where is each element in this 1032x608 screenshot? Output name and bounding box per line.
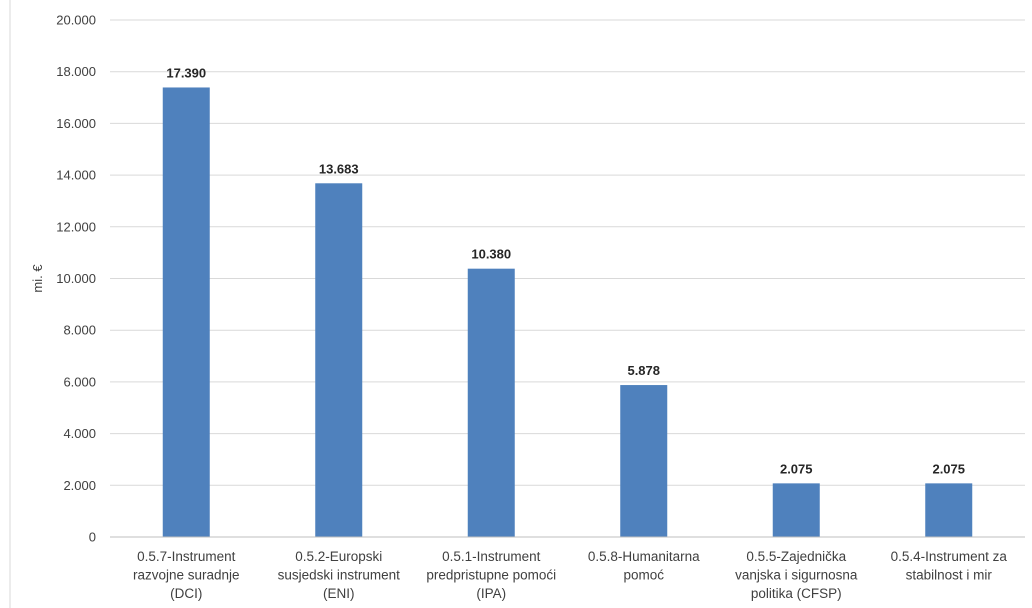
x-tick-label-line: (IPA) [476,586,506,601]
x-tick-label-line: 0.5.8-Humanitarna [588,549,700,564]
y-tick-label: 14.000 [56,168,96,183]
y-tick-label: 16.000 [56,116,96,131]
x-tick-label: 0.5.2-Europski susjedski instrument (ENI) [278,549,401,601]
x-tick-label-line: politika (CFSP) [751,586,842,601]
gridlines [110,19,1025,486]
x-tick-label-line: 0.5.2-Europski [295,549,382,564]
x-tick-label-line: 0.5.1-Instrument [442,549,541,564]
y-tick-label: 6.000 [63,374,96,389]
bar [467,268,515,537]
x-tick-label: 0.5.1-Instrument predpristupne pomoći (IPA… [426,549,556,601]
y-tick-label: 4.000 [63,426,96,441]
x-tick-label: 0.5.4-Instrument za stabilnost i mir [891,549,1008,583]
data-labels: 17.390 13.683 10.380 5.878 2.075 2.075 [166,65,965,476]
y-tick-label: 2.000 [63,478,96,493]
x-tick-label: 0.5.7-Instrument razvojne suradnje (DCI) [133,549,240,601]
y-tick-label: 10.000 [56,271,96,286]
y-axis-ticks: 0 2.000 4.000 6.000 8.000 10.000 12.000 14.000 1… [56,13,96,545]
data-label: 13.683 [319,161,359,176]
x-tick-label-line: 0.5.4-Instrument za [891,549,1008,564]
x-tick-label-line: (DCI) [170,586,202,601]
bar [162,87,210,537]
y-tick-label: 18.000 [56,64,96,79]
y-tick-label: 12.000 [56,219,96,234]
y-tick-label: 20.000 [56,13,96,28]
x-tick-label-line: pomoć [623,568,664,583]
data-label: 2.075 [780,461,813,476]
y-tick-label: 0 [89,530,96,545]
x-tick-label-line: predpristupne pomoći [426,568,556,583]
bar [620,385,668,537]
data-label: 5.878 [627,363,660,378]
x-tick-label-line: 0.5.5-Zajednička [746,549,846,564]
bar [925,483,973,537]
x-tick-label-line: razvojne suradnje [133,568,240,583]
data-label: 10.380 [471,247,511,262]
x-tick-label-line: (ENI) [323,586,355,601]
data-label: 2.075 [932,461,965,476]
x-tick-label: 0.5.5-Zajednička vanjska i sigurnosna poli… [735,549,858,601]
bars [162,87,973,538]
bar [772,483,820,537]
x-tick-label-line: susjedski instrument [278,568,401,583]
bar [315,183,363,538]
x-tick-label-line: stabilnost i mir [906,568,993,583]
y-tick-label: 8.000 [63,323,96,338]
x-tick-label: 0.5.8-Humanitarna pomoć [588,549,700,583]
x-tick-label-line: vanjska i sigurnosna [735,568,858,583]
x-tick-label-line: 0.5.7-Instrument [137,549,236,564]
data-label: 17.390 [166,65,206,80]
x-axis-labels: 0.5.7-Instrument razvojne suradnje (DCI)0.… [133,549,1007,601]
y-axis-label: mi. € [30,264,45,293]
